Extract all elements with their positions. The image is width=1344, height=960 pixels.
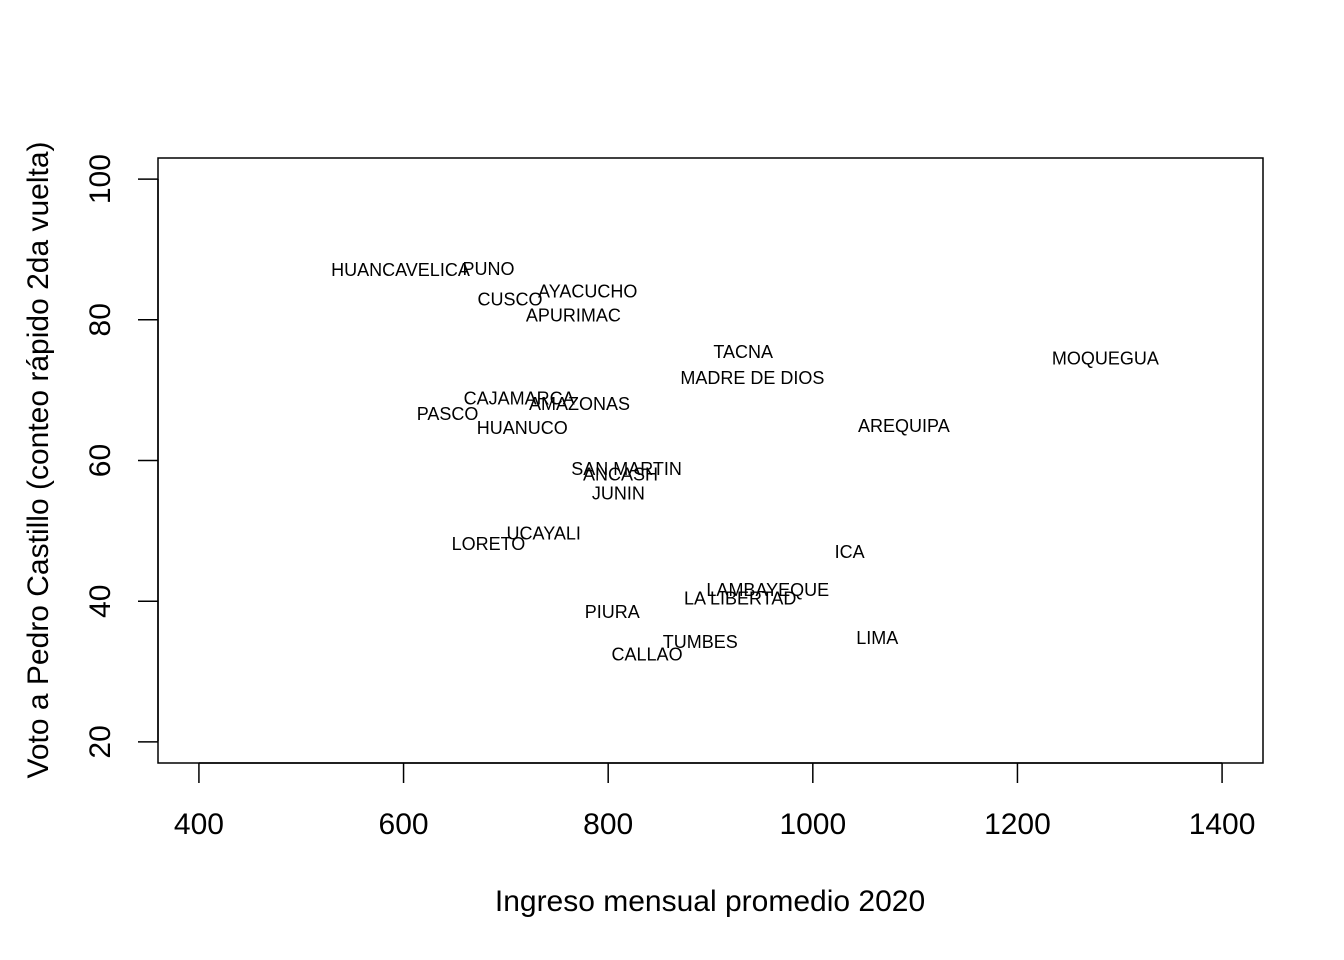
point-label-amazonas: AMAZONAS	[529, 394, 630, 414]
y-tick-label: 60	[84, 444, 117, 477]
x-tick-label: 1400	[1189, 808, 1256, 841]
point-label-san-martin: SAN MARTIN	[571, 459, 682, 479]
x-tick-label: 1200	[984, 808, 1051, 841]
point-label-ayacucho: AYACUCHO	[538, 282, 637, 302]
point-label-arequipa: AREQUIPA	[858, 416, 950, 436]
point-label-junin: JUNIN	[592, 484, 645, 504]
x-tick-label: 800	[583, 808, 633, 841]
point-label-ucayali: UCAYALI	[507, 524, 581, 544]
point-label-lambayeque: LAMBAYEQUE	[706, 580, 829, 600]
x-tick-label: 400	[174, 808, 224, 841]
point-label-ancash: ANCASH	[583, 465, 658, 485]
point-label-pasco: PASCO	[417, 404, 479, 424]
point-label-tacna: TACNA	[713, 342, 773, 362]
point-label-lima: LIMA	[856, 628, 898, 648]
point-label-puno: PUNO	[462, 259, 514, 279]
plot-frame	[157, 157, 1264, 764]
y-tick-label: 100	[84, 154, 117, 204]
y-tick-label: 40	[84, 585, 117, 618]
point-label-huanuco: HUANUCO	[477, 418, 568, 438]
x-axis-title: Ingreso mensual promedio 2020	[495, 885, 925, 918]
point-label-piura: PIURA	[585, 602, 640, 622]
y-axis-title: Voto a Pedro Castillo (conteo rápido 2da…	[22, 141, 55, 778]
y-tick-label: 20	[84, 725, 117, 758]
point-label-cajamarca: CAJAMARCA	[464, 389, 575, 409]
x-tick-label: 1000	[779, 808, 846, 841]
x-axis: 400 600 800 1000 1200 1400	[174, 762, 1256, 841]
point-label-callao: CALLAO	[612, 645, 683, 665]
point-label-la-libertad: LA LIBERTAD	[684, 588, 796, 608]
y-tick-label: 80	[84, 303, 117, 336]
point-label-tumbes: TUMBES	[663, 632, 738, 652]
point-label-apurimac: APURIMAC	[526, 306, 621, 326]
point-label-madre-de-dios: MADRE DE DIOS	[680, 368, 824, 388]
point-label-moquegua: MOQUEGUA	[1052, 348, 1159, 368]
point-label-loreto: LORETO	[452, 534, 526, 554]
y-axis: 20 40 60 80 100	[84, 154, 159, 759]
point-label-cusco: CUSCO	[477, 289, 542, 309]
point-label-huancavelica: HUANCAVELICA	[331, 260, 470, 280]
x-tick-label: 600	[379, 808, 429, 841]
point-label-ica: ICA	[835, 542, 865, 562]
